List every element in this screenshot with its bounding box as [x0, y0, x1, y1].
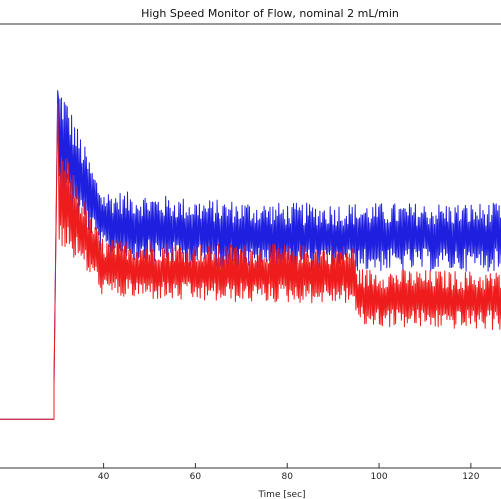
x-tick-label: 120 — [462, 472, 479, 482]
series-line-red — [0, 103, 501, 420]
series-layer — [0, 90, 501, 420]
x-tick-label: 80 — [282, 472, 294, 482]
x-tick-label: 100 — [370, 472, 387, 482]
x-tick-label: 40 — [98, 472, 110, 482]
x-axis-label: Time [sec] — [257, 490, 305, 499]
chart-title: High Speed Monitor of Flow, nominal 2 mL… — [141, 7, 399, 20]
plot-frame — [0, 23, 501, 469]
series-line-blue — [0, 90, 501, 420]
x-axis-ticks: 40 60 80 100 120 — [98, 463, 480, 482]
x-tick-label: 60 — [190, 472, 202, 482]
